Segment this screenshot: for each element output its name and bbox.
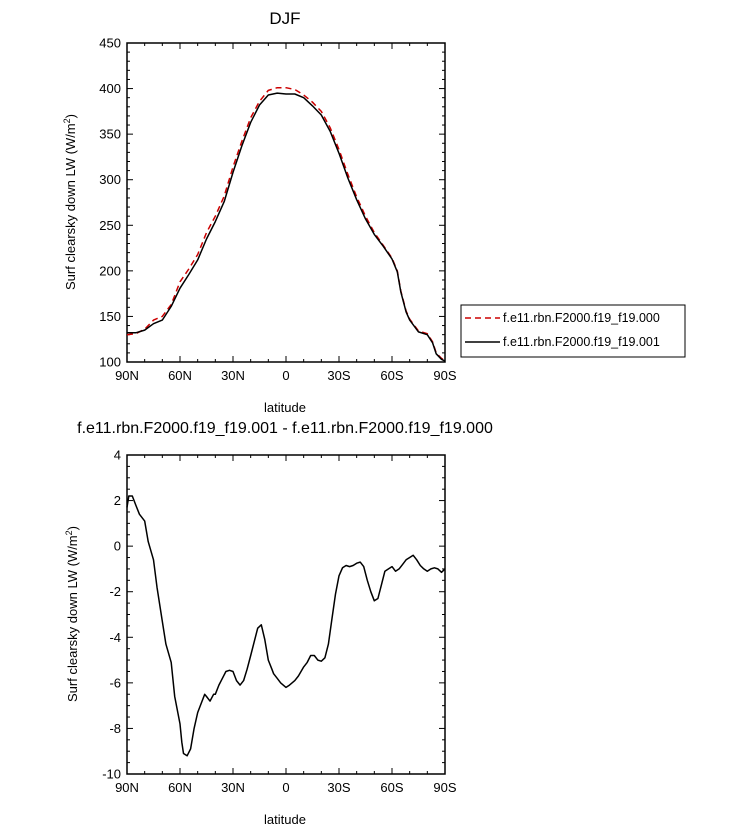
bottom-chart-y-tick-label: -6 [109,675,121,690]
top-chart-plot-frame [126,42,446,363]
bottom-chart-x-tick-label: 60N [168,780,192,795]
bottom-chart-x-axis-label: latitude [264,812,306,827]
legend: f.e11.rbn.F2000.f19_f19.000 f.e11.rbn.F2… [460,304,686,358]
top-chart-x-axis-label: latitude [264,400,306,415]
top-chart-series [126,86,446,362]
bottom-chart-ticks [126,454,446,775]
bottom-chart-plot-frame [126,454,446,775]
legend-box [460,304,686,358]
bottom-chart-series [126,495,446,757]
bottom-chart-y-tick-label: 4 [114,448,121,463]
top-chart-y-tick-label: 200 [99,263,121,278]
bottom-chart-series-line-0 [126,495,446,757]
top-chart-x-tick-label: 60S [380,368,403,383]
bottom-chart-y-tick-label: -10 [102,767,121,782]
top-chart-ticks [126,42,446,363]
bottom-chart-y-tick-label: 2 [114,493,121,508]
bottom-chart-x-tick-label: 60S [380,780,403,795]
top-chart-y-tick-label: 350 [99,127,121,142]
bottom-chart-y-tick-label: -4 [109,630,121,645]
bottom-chart-x-tick-label: 90N [115,780,139,795]
top-chart: DJF 90N 60N 30N 0 30S 60S 90S 100 150 200 250 300 3… [62,9,686,415]
bottom-chart: f.e11.rbn.F2000.f19_f19.001 - f.e11.rbn.… [64,420,493,827]
bottom-chart-x-tick-label: 90S [433,780,456,795]
top-chart-y-tick-label: 300 [99,172,121,187]
legend-label-series-001: f.e11.rbn.F2000.f19_f19.001 [503,335,660,349]
bottom-chart-y-tick-label: -8 [109,721,121,736]
bottom-chart-x-tick-label: 30N [221,780,245,795]
top-chart-y-tick-label: 100 [99,355,121,370]
bottom-chart-y-tick-labels: -10 -8 -6 -4 -2 0 2 4 [102,448,121,782]
top-chart-y-tick-label: 250 [99,218,121,233]
bottom-chart-title: f.e11.rbn.F2000.f19_f19.001 - f.e11.rbn.… [77,420,493,437]
top-chart-y-tick-label: 400 [99,81,121,96]
top-chart-y-tick-label: 450 [99,36,121,51]
top-chart-x-tick-label: 30N [221,368,245,383]
top-chart-x-tick-label: 30S [327,368,350,383]
top-chart-x-tick-labels: 90N 60N 30N 0 30S 60S 90S [115,368,457,383]
top-chart-x-tick-label: 0 [282,368,289,383]
top-chart-y-axis-label: Surf clearsky down LW (W/m2) [62,114,78,290]
top-chart-x-tick-label: 90S [433,368,456,383]
bottom-chart-x-tick-label: 30S [327,780,350,795]
bottom-chart-y-tick-label: -2 [109,584,121,599]
bottom-chart-y-axis-label: Surf clearsky down LW (W/m2) [64,526,80,702]
top-chart-series-line-1 [127,92,446,362]
top-chart-series-line-0 [126,86,446,361]
bottom-chart-x-tick-label: 0 [282,780,289,795]
top-chart-x-tick-label: 60N [168,368,192,383]
bottom-chart-y-tick-label: 0 [114,539,121,554]
top-chart-title: DJF [269,9,300,28]
top-chart-y-tick-label: 150 [99,309,121,324]
top-chart-y-tick-labels: 100 150 200 250 300 350 400 450 [99,36,121,370]
top-chart-x-tick-label: 90N [115,368,139,383]
legend-label-series-000: f.e11.rbn.F2000.f19_f19.000 [503,311,660,325]
bottom-chart-x-tick-labels: 90N 60N 30N 0 30S 60S 90S [115,780,457,795]
